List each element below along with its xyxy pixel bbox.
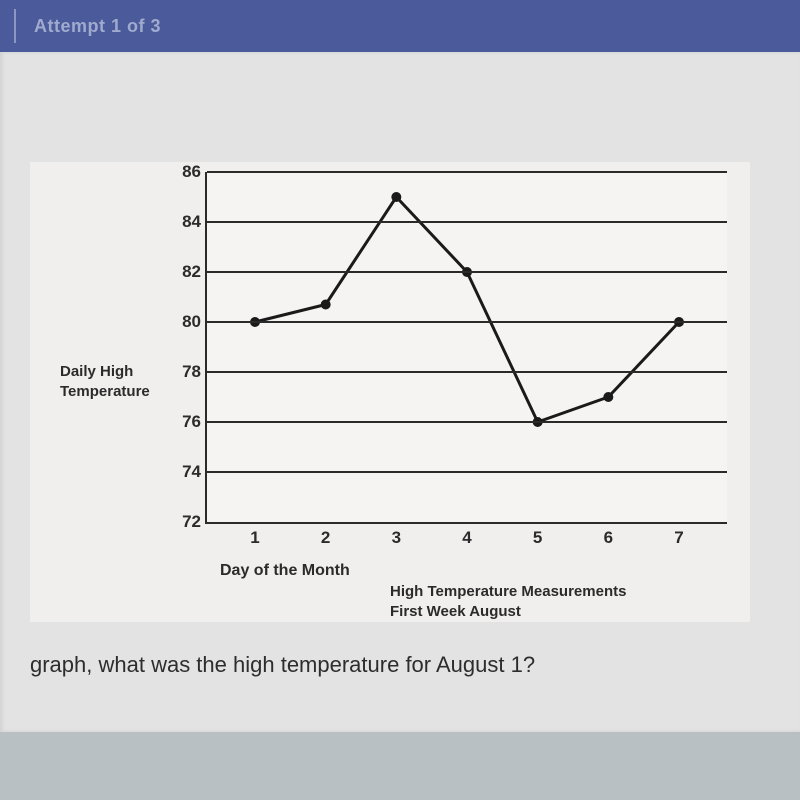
topbar-divider: [14, 9, 16, 43]
y-axis-title: Daily HighTemperature: [60, 362, 190, 401]
y-tick-label: 76: [182, 412, 207, 432]
x-axis-title: Day of the Month: [220, 562, 350, 580]
chart-card: Daily HighTemperature 727476788082848612…: [30, 162, 750, 622]
content-area: Daily HighTemperature 727476788082848612…: [0, 52, 800, 800]
grid-line: [207, 371, 727, 373]
grid-line: [207, 321, 727, 323]
chart-caption: High Temperature MeasurementsFirst Week …: [390, 582, 626, 621]
x-tick-label: 2: [321, 528, 330, 548]
chart-line-series: [207, 172, 727, 522]
y-tick-label: 84: [182, 212, 207, 232]
x-tick-label: 5: [533, 528, 542, 548]
page-panel: Daily HighTemperature 727476788082848612…: [0, 52, 800, 732]
y-tick-label: 82: [182, 262, 207, 282]
y-tick-label: 74: [182, 462, 207, 482]
question-text: graph, what was the high temperature for…: [30, 652, 535, 678]
y-tick-label: 78: [182, 362, 207, 382]
y-tick-label: 72: [182, 512, 207, 532]
x-tick-label: 1: [250, 528, 259, 548]
top-bar: Attempt 1 of 3: [0, 0, 800, 52]
grid-line: [207, 271, 727, 273]
data-point: [391, 192, 401, 202]
y-tick-label: 80: [182, 312, 207, 332]
x-tick-label: 7: [674, 528, 683, 548]
grid-line: [207, 221, 727, 223]
grid-line: [207, 471, 727, 473]
x-tick-label: 4: [462, 528, 471, 548]
grid-line: [207, 421, 727, 423]
y-tick-label: 86: [182, 162, 207, 182]
data-point: [321, 300, 331, 310]
x-tick-label: 3: [392, 528, 401, 548]
attempt-counter: Attempt 1 of 3: [34, 16, 161, 37]
data-point: [603, 392, 613, 402]
series-line: [255, 197, 679, 422]
chart-plot-area: 72747678808284861234567: [205, 172, 727, 524]
x-tick-label: 6: [604, 528, 613, 548]
grid-line: [207, 171, 727, 173]
